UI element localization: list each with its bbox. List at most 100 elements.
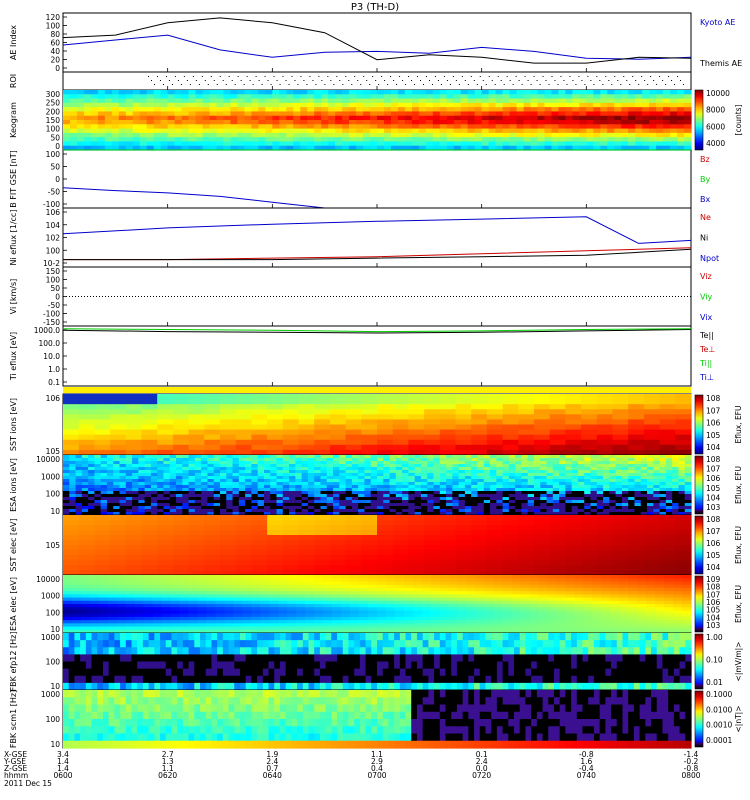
keogram-cell <box>404 120 413 125</box>
spectro-cell <box>207 461 215 465</box>
spectro-cell <box>220 479 227 483</box>
spectro-cell <box>257 482 265 486</box>
spectro-cell <box>364 491 372 495</box>
spectro-cell <box>565 476 573 480</box>
ytick-label: 250 <box>46 99 61 108</box>
roi-dot <box>342 84 344 85</box>
spectro-cell <box>194 509 202 513</box>
spectro-cell <box>490 497 497 501</box>
keogram-cell <box>621 124 629 130</box>
spectro-cell <box>351 494 359 498</box>
keogram-cell <box>670 107 678 113</box>
ytick-label: 10.0 <box>43 352 60 361</box>
spectro-cell <box>424 520 441 526</box>
spectro-cell <box>477 482 485 486</box>
spectro-cell <box>179 623 190 628</box>
roi-dot <box>503 84 505 85</box>
spectro-cell <box>215 597 226 602</box>
spectro-cell <box>439 555 457 561</box>
spectro-cell <box>295 461 303 465</box>
spectro-cell <box>615 506 623 510</box>
keogram-cell <box>83 90 92 95</box>
spectro-cell <box>257 500 265 504</box>
keogram-cell <box>649 94 657 100</box>
spectro-cell <box>581 515 598 521</box>
spectro-cell <box>235 414 252 421</box>
spectro-cell <box>508 479 516 483</box>
keogram-cell <box>446 124 455 130</box>
spectro-cell <box>220 464 227 468</box>
spectro-cell <box>141 540 158 546</box>
spectro-cell <box>439 506 447 510</box>
spectro-cell <box>63 476 70 480</box>
keogram-cell <box>265 137 273 143</box>
spectro-cell <box>471 449 488 456</box>
spectro-cell <box>424 545 441 551</box>
spectro-cell <box>213 467 221 471</box>
keogram-cell <box>635 90 643 95</box>
keogram-cell <box>342 120 350 125</box>
spectro-cell <box>134 616 145 621</box>
spectro-cell <box>75 461 83 465</box>
ytick-label: 20 <box>50 56 60 65</box>
keogram-cell <box>356 98 364 104</box>
spectro-cell <box>110 525 127 531</box>
keogram-cell <box>69 145 78 151</box>
spectro-cell <box>125 467 133 471</box>
spectro-cell <box>63 600 73 605</box>
spectro-cell <box>483 470 491 474</box>
spectro-cell <box>238 476 246 480</box>
keogram-cell <box>307 145 315 151</box>
roi-dot <box>626 80 628 81</box>
spectro-cell <box>75 494 83 498</box>
spectro-cell <box>427 503 435 507</box>
spectro-cell <box>361 535 378 541</box>
spectro-cell <box>150 485 158 489</box>
spectro-cell <box>383 461 391 465</box>
spectro-cell <box>232 455 240 459</box>
spectro-cell <box>615 491 623 495</box>
spectro-cell <box>213 491 221 495</box>
spectro-cell <box>414 458 422 462</box>
ytick-label: -100 <box>43 200 60 209</box>
spectro-cell <box>634 473 642 477</box>
spectro-cell <box>584 497 592 501</box>
keogram-cell <box>146 132 155 138</box>
spectro-cell <box>571 479 579 483</box>
spectro-cell <box>78 545 95 551</box>
keogram-cell <box>649 132 657 138</box>
spectro-cell <box>590 494 598 498</box>
spectro-cell <box>213 503 221 507</box>
spectro-cell <box>439 479 447 483</box>
spectro-cell <box>213 506 221 510</box>
spectro-cell <box>80 591 91 595</box>
keogram-cell <box>593 120 601 125</box>
spectro-cell <box>110 404 127 410</box>
spectro-cell <box>172 429 190 436</box>
spectro-cell <box>132 476 139 480</box>
spectro-cell <box>298 525 315 531</box>
spectro-cell <box>345 506 353 510</box>
keogram-cell <box>314 107 322 113</box>
spectro-cell <box>119 458 127 462</box>
spectro-cell <box>653 470 661 474</box>
keogram-cell <box>453 111 462 117</box>
spectro-cell <box>326 458 334 462</box>
spectro-cell <box>402 479 409 483</box>
keogram-cell <box>342 98 350 104</box>
spectro-cell <box>100 506 108 510</box>
spectro-cell <box>483 506 491 510</box>
keogram-cell <box>635 107 643 113</box>
spectro-cell <box>515 485 523 489</box>
spectro-cell <box>455 444 472 451</box>
spectro-cell <box>320 455 328 459</box>
spectro-cell <box>176 512 183 516</box>
spectro-cell <box>333 479 340 483</box>
keogram-cell <box>258 90 266 95</box>
spectro-cell <box>314 512 322 516</box>
spectro-cell <box>490 464 497 468</box>
spectro-cell <box>89 591 100 595</box>
spectro-cell <box>188 520 205 526</box>
spectro-cell <box>486 515 504 521</box>
spectro-cell <box>144 512 152 516</box>
